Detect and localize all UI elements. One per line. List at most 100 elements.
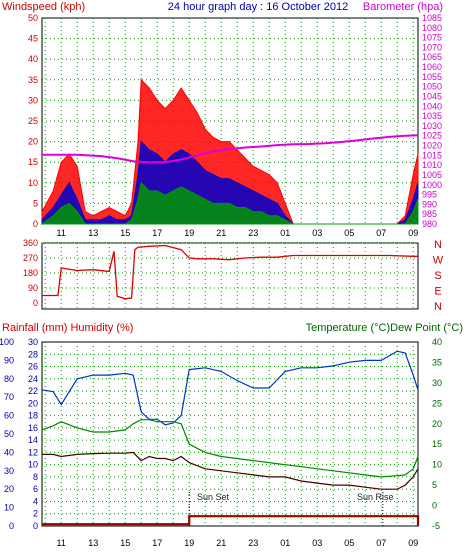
barometer-y-tick-label: 1035 (422, 111, 442, 121)
x-tick-label-temp: 05 (344, 538, 354, 548)
wind-y-tick-label: 0 (33, 219, 38, 229)
rain-y-tick-label: 14 (28, 435, 38, 445)
series-humidity (41, 350, 419, 426)
direction-y-tick-label: 180 (23, 268, 38, 278)
temperature-y-tick-label: 25 (432, 398, 442, 408)
direction-y-tick-label: 90 (28, 283, 38, 293)
temperature-y-tick-label: 15 (432, 439, 442, 449)
axes: 1111131315151717191921212323010103030505… (0, 13, 444, 548)
x-tick-label-wind: 13 (88, 228, 98, 238)
x-tick-label-temp: 19 (184, 538, 194, 548)
x-tick-label-temp: 03 (312, 538, 322, 548)
direction-panel (41, 242, 419, 310)
x-tick-label-wind: 09 (408, 228, 418, 238)
x-tick-label-wind: 07 (376, 228, 386, 238)
rain-y-tick-label: 24 (28, 374, 38, 384)
wind-y-tick-label: 20 (28, 137, 38, 147)
series (40, 78, 420, 526)
humidity-y-tick-label: 100 (0, 337, 14, 347)
humidity-y-tick-label: 80 (4, 374, 14, 384)
rain-y-tick-label: 4 (33, 496, 38, 506)
x-tick-label-wind: 23 (248, 228, 258, 238)
humidity-y-tick-label: 90 (4, 355, 14, 365)
x-tick-label-temp: 11 (57, 538, 66, 548)
temperature-y-tick-label: 10 (432, 460, 442, 470)
barometer-y-tick-label: 1020 (422, 141, 442, 151)
barometer-y-tick-label: 1055 (422, 72, 442, 82)
rain-y-tick-label: 26 (28, 362, 38, 372)
barometer-y-tick-label: 1025 (422, 131, 442, 141)
temperature-y-tick-label: 30 (432, 378, 442, 388)
wind-left-axis-title: Windspeed (kph) (2, 1, 85, 13)
temperature-y-tick-label: 40 (432, 337, 442, 347)
barometer-y-tick-label: 1010 (422, 160, 442, 170)
rain-y-tick-label: 2 (33, 509, 38, 519)
humidity-y-tick-label: 20 (4, 484, 14, 494)
direction-y-tick-label: 360 (23, 238, 38, 248)
compass-label: W (433, 255, 444, 267)
barometer-y-tick-label: 1075 (422, 33, 442, 43)
rain-y-tick-label: 0 (33, 521, 38, 531)
rain-y-tick-label: 16 (28, 423, 38, 433)
rain-y-tick-label: 18 (28, 411, 38, 421)
barometer-y-tick-label: 1045 (422, 91, 442, 101)
direction-line (42, 244, 418, 300)
barometer-y-tick-label: 1065 (422, 52, 442, 62)
grid (42, 18, 418, 526)
temperature-y-tick-label: -5 (432, 521, 440, 531)
wind-y-tick-label: 25 (28, 116, 38, 126)
wind-y-tick-label: 15 (28, 157, 38, 167)
rain-y-tick-label: 30 (28, 337, 38, 347)
rain-y-tick-label: 20 (28, 398, 38, 408)
series-dew-point (42, 451, 419, 490)
x-tick-label-wind: 15 (120, 228, 130, 238)
x-tick-label-wind: 21 (216, 228, 226, 238)
humidity-y-tick-label: 70 (4, 392, 14, 402)
barometer-y-tick-label: 985 (422, 209, 437, 219)
x-tick-label-wind: 11 (57, 228, 66, 238)
barometer-line (42, 134, 419, 164)
chart-title: 24 hour graph day : 16 October 2012 (168, 1, 348, 13)
compass-label: N (434, 301, 442, 313)
compass-label: S (434, 270, 441, 282)
humidity-y-tick-label: 0 (9, 521, 14, 531)
wind-y-tick-label: 50 (28, 13, 38, 23)
barometer-y-tick-label: 995 (422, 190, 437, 200)
wind-y-tick-label: 10 (28, 178, 38, 188)
humidity-y-tick-label: 40 (4, 447, 14, 457)
humidity-y-tick-label: 30 (4, 466, 14, 476)
x-tick-label-temp: 09 (408, 538, 418, 548)
bottom-right-axis-title: Temperature (°C)Dew Point (°C) (306, 322, 463, 334)
sun-set-annotation: Sun Set (197, 492, 230, 502)
temperature-y-tick-label: 5 (432, 480, 437, 490)
wind-y-tick-label: 45 (28, 34, 38, 44)
barometer-y-tick-label: 1070 (422, 42, 442, 52)
rain-y-tick-label: 12 (28, 447, 38, 457)
compass-label: E (434, 286, 441, 298)
direction-y-tick-label: 270 (23, 253, 38, 263)
wind-y-tick-label: 40 (28, 54, 38, 64)
wind-y-tick-label: 35 (28, 75, 38, 85)
x-tick-label-temp: 17 (152, 538, 162, 548)
wind-y-tick-label: 30 (28, 95, 38, 105)
x-tick-label-temp: 23 (248, 538, 258, 548)
rain-y-tick-label: 28 (28, 349, 38, 359)
compass-label: N (434, 239, 442, 251)
x-tick-label-temp: 07 (376, 538, 386, 548)
barometer-y-tick-label: 1000 (422, 180, 442, 190)
bottom-left-axis-title: Rainfall (mm) Humidity (%) (2, 322, 133, 334)
rain-y-tick-label: 6 (33, 484, 38, 494)
barometer-y-tick-label: 1005 (422, 170, 442, 180)
x-tick-label-temp: 13 (88, 538, 98, 548)
barometer-y-tick-label: 1085 (422, 13, 442, 23)
barometer-y-tick-label: 1040 (422, 101, 442, 111)
barometer-y-tick-label: 990 (422, 199, 437, 209)
rain-y-tick-label: 8 (33, 472, 38, 482)
humidity-y-tick-label: 10 (4, 503, 14, 513)
sun-rise-annotation: Sun Rise (357, 492, 394, 502)
x-tick-label-wind: 01 (280, 228, 290, 238)
wind-series-2 (40, 181, 419, 225)
series-temperature (41, 419, 419, 478)
x-tick-label-wind: 03 (312, 228, 322, 238)
